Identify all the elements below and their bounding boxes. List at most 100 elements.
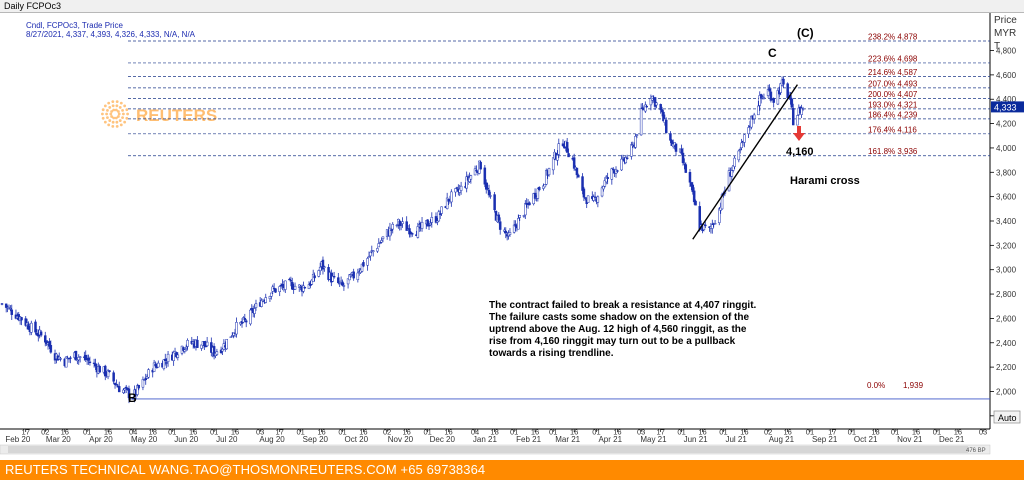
- x-day-label: 03: [256, 427, 264, 436]
- logo-dot: [107, 101, 111, 105]
- auto-button-label: Auto: [998, 413, 1017, 423]
- candle-body: [479, 161, 482, 170]
- candle-body: [104, 365, 107, 377]
- x-day-label: 03: [637, 427, 645, 436]
- fib-label: 161.8% 3,936: [868, 147, 918, 156]
- x-month-label: Jul 20: [216, 435, 238, 444]
- candle-body: [88, 361, 92, 363]
- fib-label: 207.0% 4,493: [868, 79, 918, 88]
- x-day-label: 17: [828, 427, 836, 436]
- candle-body: [486, 187, 489, 190]
- x-day-label: 17: [656, 427, 664, 436]
- candle-body: [27, 323, 30, 330]
- logo-dot: [106, 116, 109, 120]
- candle-body: [475, 169, 478, 172]
- candle-body: [284, 280, 287, 290]
- commentary-line: The failure casts some shadow on the ext…: [489, 312, 749, 323]
- candle-body: [427, 224, 431, 227]
- commentary: The contract failed to break a resistanc…: [489, 300, 757, 359]
- candle-body: [376, 248, 379, 252]
- logo-dot: [112, 108, 116, 112]
- scrollbar[interactable]: 476 BP: [0, 444, 991, 455]
- candle-body: [575, 167, 579, 176]
- candle-body: [176, 354, 180, 358]
- candle-body: [440, 206, 443, 214]
- auto-scale-button[interactable]: Auto: [993, 410, 1021, 424]
- candle-body: [733, 157, 736, 167]
- trendline-line: [692, 84, 799, 240]
- x-axis: 17 02 16 01 16 04 18 01 16 01 16 03 17 01 16 01 16 02 16 01…: [5, 427, 987, 444]
- y-tick-label: 2,000: [996, 387, 1017, 396]
- x-day-label: 16: [912, 427, 920, 436]
- candle-body: [409, 232, 413, 234]
- candle-body: [260, 300, 263, 307]
- candle-body: [367, 256, 371, 258]
- candle-body: [538, 187, 541, 191]
- logo-dot: [103, 104, 107, 108]
- x-day-label: 04: [129, 427, 137, 436]
- candle-body: [740, 142, 743, 148]
- y-tick-label: 4,200: [996, 120, 1017, 129]
- zero-level-value: 1,939: [903, 381, 924, 390]
- candle-body: [87, 357, 90, 361]
- chart[interactable]: Cndl, FCPOc3, Trade Price 8/27/2021, 4,3…: [0, 13, 1024, 460]
- candle-body: [337, 277, 340, 284]
- candle-body: [674, 143, 678, 152]
- logo-dot: [115, 125, 119, 128]
- logo-dot: [101, 116, 105, 120]
- candle-body: [401, 221, 404, 224]
- x-day-label: 02: [41, 427, 49, 436]
- candle-body: [772, 98, 775, 103]
- x-day-label: 01: [677, 427, 685, 436]
- candle-body: [366, 258, 369, 266]
- x-day-label: 16: [783, 427, 791, 436]
- y-tick-label: 3,200: [996, 241, 1017, 250]
- candle-body: [78, 356, 82, 358]
- candle-body: [791, 108, 795, 126]
- x-day-label: 03: [979, 427, 987, 436]
- candle-body: [411, 233, 414, 235]
- y-tick-label: 3,000: [996, 266, 1017, 275]
- candle-body: [127, 388, 131, 399]
- candle-body: [331, 276, 334, 282]
- candle-body: [30, 322, 33, 333]
- x-day-label: 01: [806, 427, 814, 436]
- candle-body: [235, 322, 238, 335]
- logo-dot: [109, 112, 113, 116]
- x-month-label: Jun 20: [174, 435, 199, 444]
- logo-dot: [118, 119, 122, 122]
- candle-body: [738, 148, 742, 151]
- candle-body: [762, 97, 766, 99]
- x-month-label: Aug 20: [259, 435, 285, 444]
- candle-body: [489, 195, 492, 197]
- x-day-label: 01: [296, 427, 304, 436]
- x-day-label: 01: [168, 427, 176, 436]
- candle-body: [293, 285, 297, 290]
- candle-body: [249, 309, 252, 325]
- candle-body: [254, 303, 258, 308]
- candle-body: [399, 224, 403, 226]
- candle-body: [743, 134, 746, 143]
- candle-body: [565, 142, 569, 153]
- x-day-label: 16: [531, 427, 539, 436]
- y-tick-label: 4,000: [996, 144, 1017, 153]
- commentary-line: The contract failed to break a resistanc…: [489, 300, 757, 311]
- candle-body: [455, 187, 459, 189]
- candle-body: [581, 176, 584, 191]
- y-tick-label: 3,800: [996, 168, 1017, 177]
- candle-body: [669, 133, 672, 141]
- y-tick-label: 3,400: [996, 217, 1017, 226]
- scrollbar-thumb[interactable]: [8, 446, 968, 453]
- logo-dot: [123, 104, 127, 108]
- candle-body: [747, 127, 750, 135]
- logo-dot: [114, 108, 118, 112]
- logo-dot: [123, 120, 127, 124]
- candle-body: [518, 215, 521, 218]
- candle-body: [684, 164, 688, 173]
- candle-body: [184, 346, 188, 349]
- x-day-label: 16: [613, 427, 621, 436]
- candle-body: [547, 168, 551, 176]
- candle-body: [182, 347, 185, 351]
- candle-body: [602, 186, 605, 190]
- fib-label: 193.0% 4,321: [868, 100, 918, 109]
